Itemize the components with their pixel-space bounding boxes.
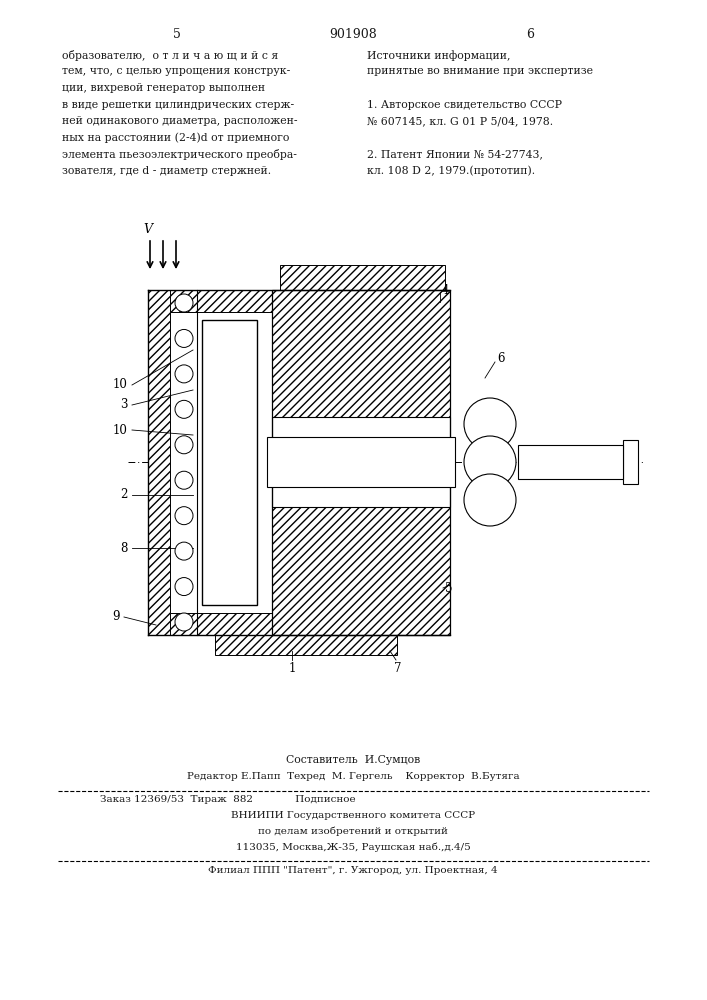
Text: Филиал ППП "Патент", г. Ужгород, ул. Проектная, 4: Филиал ППП "Патент", г. Ужгород, ул. Про…	[208, 866, 498, 875]
Bar	[280, 265, 445, 290]
Text: 3: 3	[120, 398, 128, 412]
Text: ции, вихревой генератор выполнен: ции, вихревой генератор выполнен	[62, 83, 265, 93]
Text: 1: 1	[288, 662, 296, 675]
Circle shape	[464, 474, 516, 526]
Text: 8: 8	[121, 542, 128, 554]
Circle shape	[464, 436, 516, 488]
Circle shape	[175, 507, 193, 525]
Circle shape	[175, 578, 193, 596]
Text: Источники информации,: Источники информации,	[367, 50, 510, 61]
Bar	[518, 445, 623, 479]
Text: в виде решетки цилиндрических стерж-: в виде решетки цилиндрических стерж-	[62, 100, 294, 109]
Bar	[148, 613, 405, 635]
Text: образователю,  о т л и ч а ю щ и й с я: образователю, о т л и ч а ю щ и й с я	[62, 50, 279, 61]
Bar	[272, 290, 450, 417]
Circle shape	[175, 436, 193, 454]
Text: 5: 5	[173, 28, 181, 41]
Text: ВНИИПИ Государственного комитета СССР: ВНИИПИ Государственного комитета СССР	[231, 811, 475, 820]
Text: 10: 10	[113, 378, 128, 391]
Bar	[202, 320, 257, 605]
Text: по делам изобретений и открытий: по делам изобретений и открытий	[258, 827, 448, 836]
Circle shape	[175, 365, 193, 383]
Bar	[267, 437, 455, 487]
Circle shape	[175, 471, 193, 489]
Bar	[148, 290, 405, 312]
Bar	[215, 635, 397, 655]
Text: кл. 108 D 2, 1979.(прототип).: кл. 108 D 2, 1979.(прототип).	[367, 165, 535, 176]
Bar	[170, 312, 405, 613]
Text: зователя, где d - диаметр стержней.: зователя, где d - диаметр стержней.	[62, 165, 271, 176]
Text: ней одинакового диаметра, расположен-: ней одинакового диаметра, расположен-	[62, 116, 298, 126]
Text: 10: 10	[113, 424, 128, 436]
Text: 2. Патент Японии № 54-27743,: 2. Патент Японии № 54-27743,	[367, 149, 543, 159]
Text: 4: 4	[442, 284, 450, 296]
Bar	[272, 507, 450, 635]
Text: 1. Авторское свидетельство СССР: 1. Авторское свидетельство СССР	[367, 100, 562, 109]
Text: Редактор Е.Папп  Техред  М. Гергель    Корректор  В.Бутяга: Редактор Е.Папп Техред М. Гергель Коррек…	[187, 772, 520, 781]
Text: Составитель  И.Сумцов: Составитель И.Сумцов	[286, 755, 420, 765]
Text: 901908: 901908	[329, 28, 377, 41]
Text: 113035, Москва,Ж-35, Раушская наб.,д.4/5: 113035, Москва,Ж-35, Раушская наб.,д.4/5	[235, 843, 470, 852]
Text: Заказ 12369/53  Тираж  882             Подписное: Заказ 12369/53 Тираж 882 Подписное	[100, 795, 356, 804]
Bar	[148, 290, 170, 635]
Circle shape	[175, 294, 193, 312]
Bar	[623, 440, 638, 484]
Text: ных на расстоянии (2-4)d от приемного: ных на расстоянии (2-4)d от приемного	[62, 132, 289, 143]
Bar	[272, 290, 450, 635]
Text: 9: 9	[112, 610, 120, 624]
Circle shape	[175, 613, 193, 631]
Text: тем, что, с целью упрощения конструк-: тем, что, с целью упрощения конструк-	[62, 66, 291, 77]
Text: V: V	[143, 223, 152, 236]
Circle shape	[464, 398, 516, 450]
Text: элемента пьезоэлектрического преобра-: элемента пьезоэлектрического преобра-	[62, 149, 297, 160]
Circle shape	[175, 542, 193, 560]
Text: принятые во внимание при экспертизе: принятые во внимание при экспертизе	[367, 66, 593, 77]
Text: 7: 7	[395, 662, 402, 675]
Text: 6: 6	[497, 352, 505, 364]
Text: № 607145, кл. G 01 P 5/04, 1978.: № 607145, кл. G 01 P 5/04, 1978.	[367, 116, 553, 126]
Text: 5: 5	[445, 582, 452, 594]
Text: 2: 2	[121, 488, 128, 502]
Bar	[272, 417, 450, 507]
Circle shape	[175, 329, 193, 347]
Circle shape	[175, 400, 193, 418]
Text: 6: 6	[526, 28, 534, 41]
